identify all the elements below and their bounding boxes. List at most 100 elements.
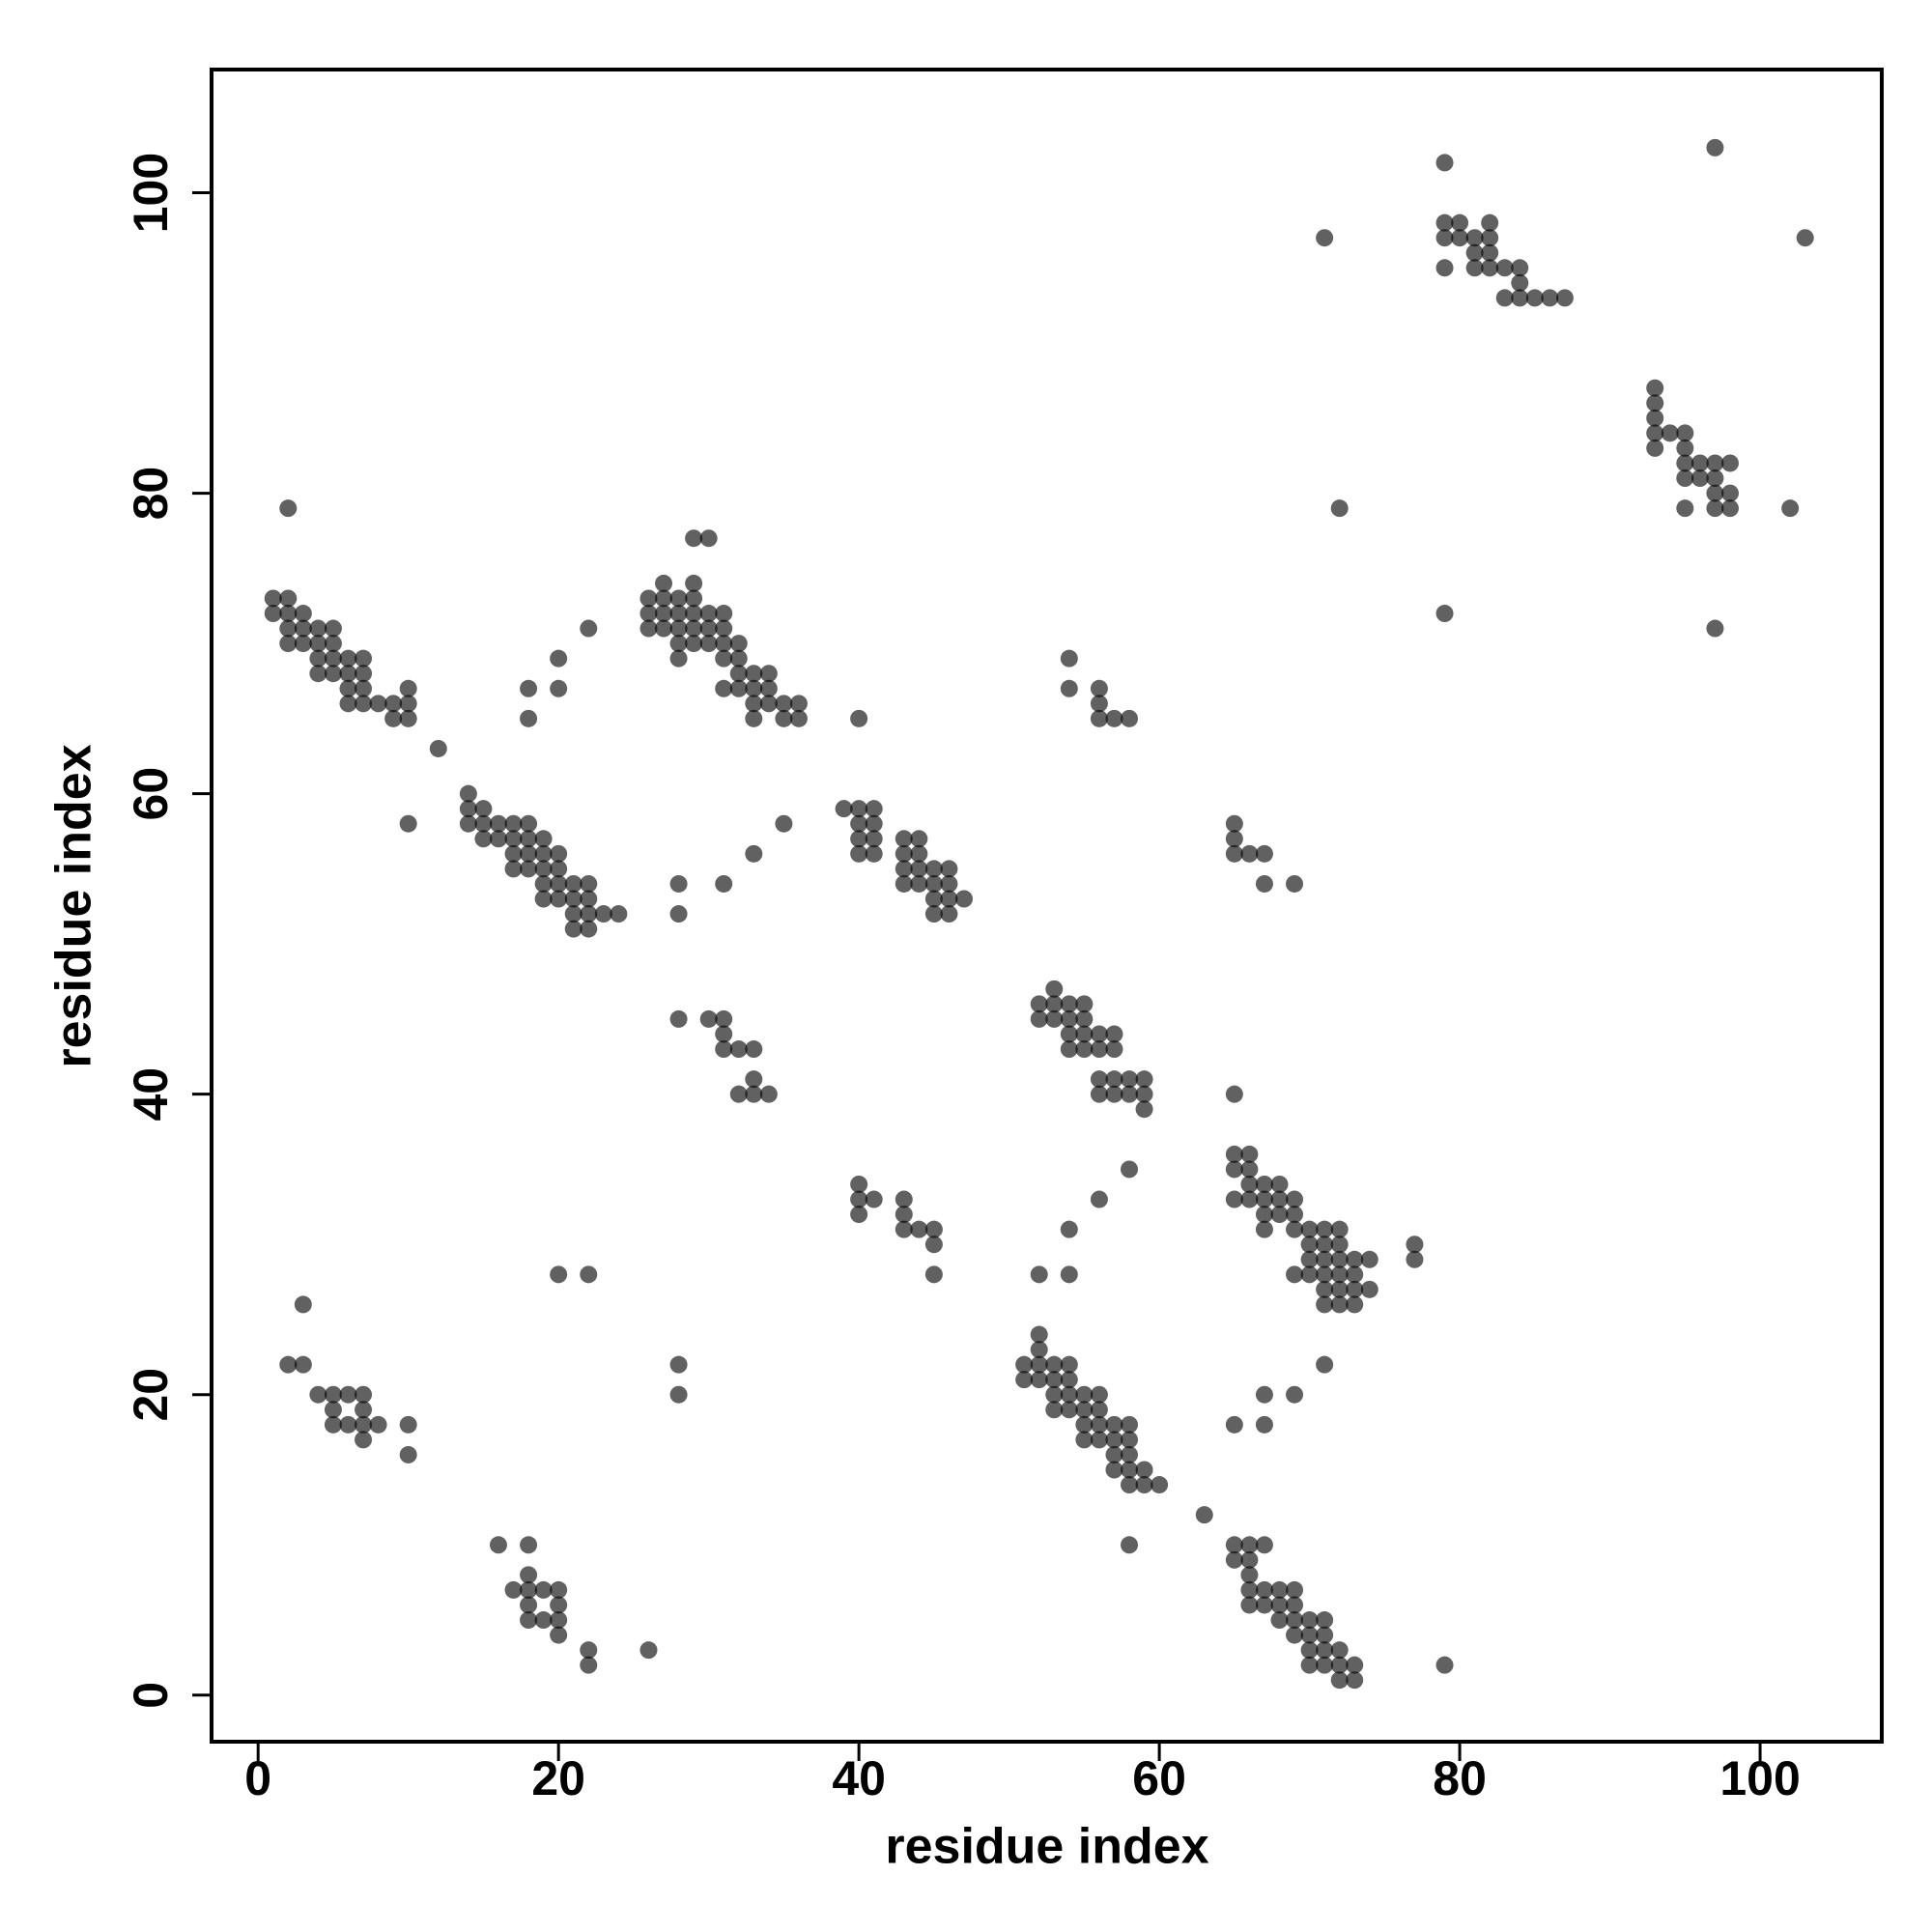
point [550,1596,568,1614]
point [1255,874,1273,893]
point [1796,229,1814,247]
point [1330,1671,1349,1690]
point [895,1206,913,1224]
point [324,1385,342,1404]
point [534,830,553,848]
point [1015,1355,1034,1374]
point [1060,1355,1078,1374]
point [1511,273,1529,292]
point [1316,1626,1334,1644]
point [520,709,538,727]
point [699,605,718,623]
point [1360,1250,1378,1268]
point [294,1355,312,1374]
point [1330,1250,1349,1268]
point [1646,424,1664,442]
point [550,844,568,863]
point [339,649,357,668]
point [489,1536,507,1554]
point [324,1401,342,1419]
point [1346,1265,1364,1284]
point [1240,1550,1259,1569]
point [685,529,703,548]
point [1060,1385,1078,1404]
point [1240,1190,1259,1208]
point [1255,1220,1273,1238]
point [1465,259,1484,277]
point [1661,424,1679,442]
point [1316,1250,1334,1268]
point [339,679,357,697]
point [1075,995,1094,1013]
point [669,905,688,923]
point [1225,1415,1243,1434]
point [1060,1025,1078,1043]
point [399,709,417,727]
point [355,1385,373,1404]
point [850,1190,868,1208]
point [520,1596,538,1614]
point [520,1536,538,1554]
point [1225,830,1243,848]
point [1706,469,1724,488]
point [520,860,538,878]
point [279,619,298,638]
point [639,589,658,608]
point [504,1580,523,1599]
point [564,920,582,938]
point [910,874,928,893]
point [1240,844,1259,863]
point [745,1085,763,1103]
point [745,1070,763,1089]
point [865,814,883,833]
point [685,635,703,653]
point [850,830,868,848]
point [1720,454,1739,472]
point [924,890,943,908]
point [729,635,748,653]
point [1255,1190,1273,1208]
point [1451,229,1469,247]
point [580,905,598,923]
y-tick-label: 20 [124,1368,178,1422]
point [1435,154,1454,172]
point [850,800,868,818]
point [1270,1206,1289,1224]
point [639,605,658,623]
point [1706,619,1724,638]
point [669,605,688,623]
point [745,665,763,683]
point [550,649,568,668]
point [1511,259,1529,277]
point [1121,1160,1139,1179]
point [550,679,568,697]
point [1286,1190,1304,1208]
point [1075,1401,1094,1419]
point [520,679,538,697]
point [789,695,808,713]
point [865,800,883,818]
point [1045,1401,1064,1419]
point [580,890,598,908]
point [715,1025,733,1043]
point [1105,1040,1123,1059]
point [294,635,312,653]
point [489,830,507,848]
point [1075,1040,1094,1059]
point [580,874,598,893]
point [1346,1280,1364,1298]
point [294,1295,312,1314]
point [324,619,342,638]
point [534,890,553,908]
point [459,800,477,818]
point [1316,1611,1334,1630]
point [1240,1580,1259,1599]
point [715,619,733,638]
point [1225,1160,1243,1179]
point [669,1385,688,1404]
point [1255,1580,1273,1599]
point [1045,1355,1064,1374]
x-tick-label: 60 [1132,1751,1186,1805]
point [1435,259,1454,277]
